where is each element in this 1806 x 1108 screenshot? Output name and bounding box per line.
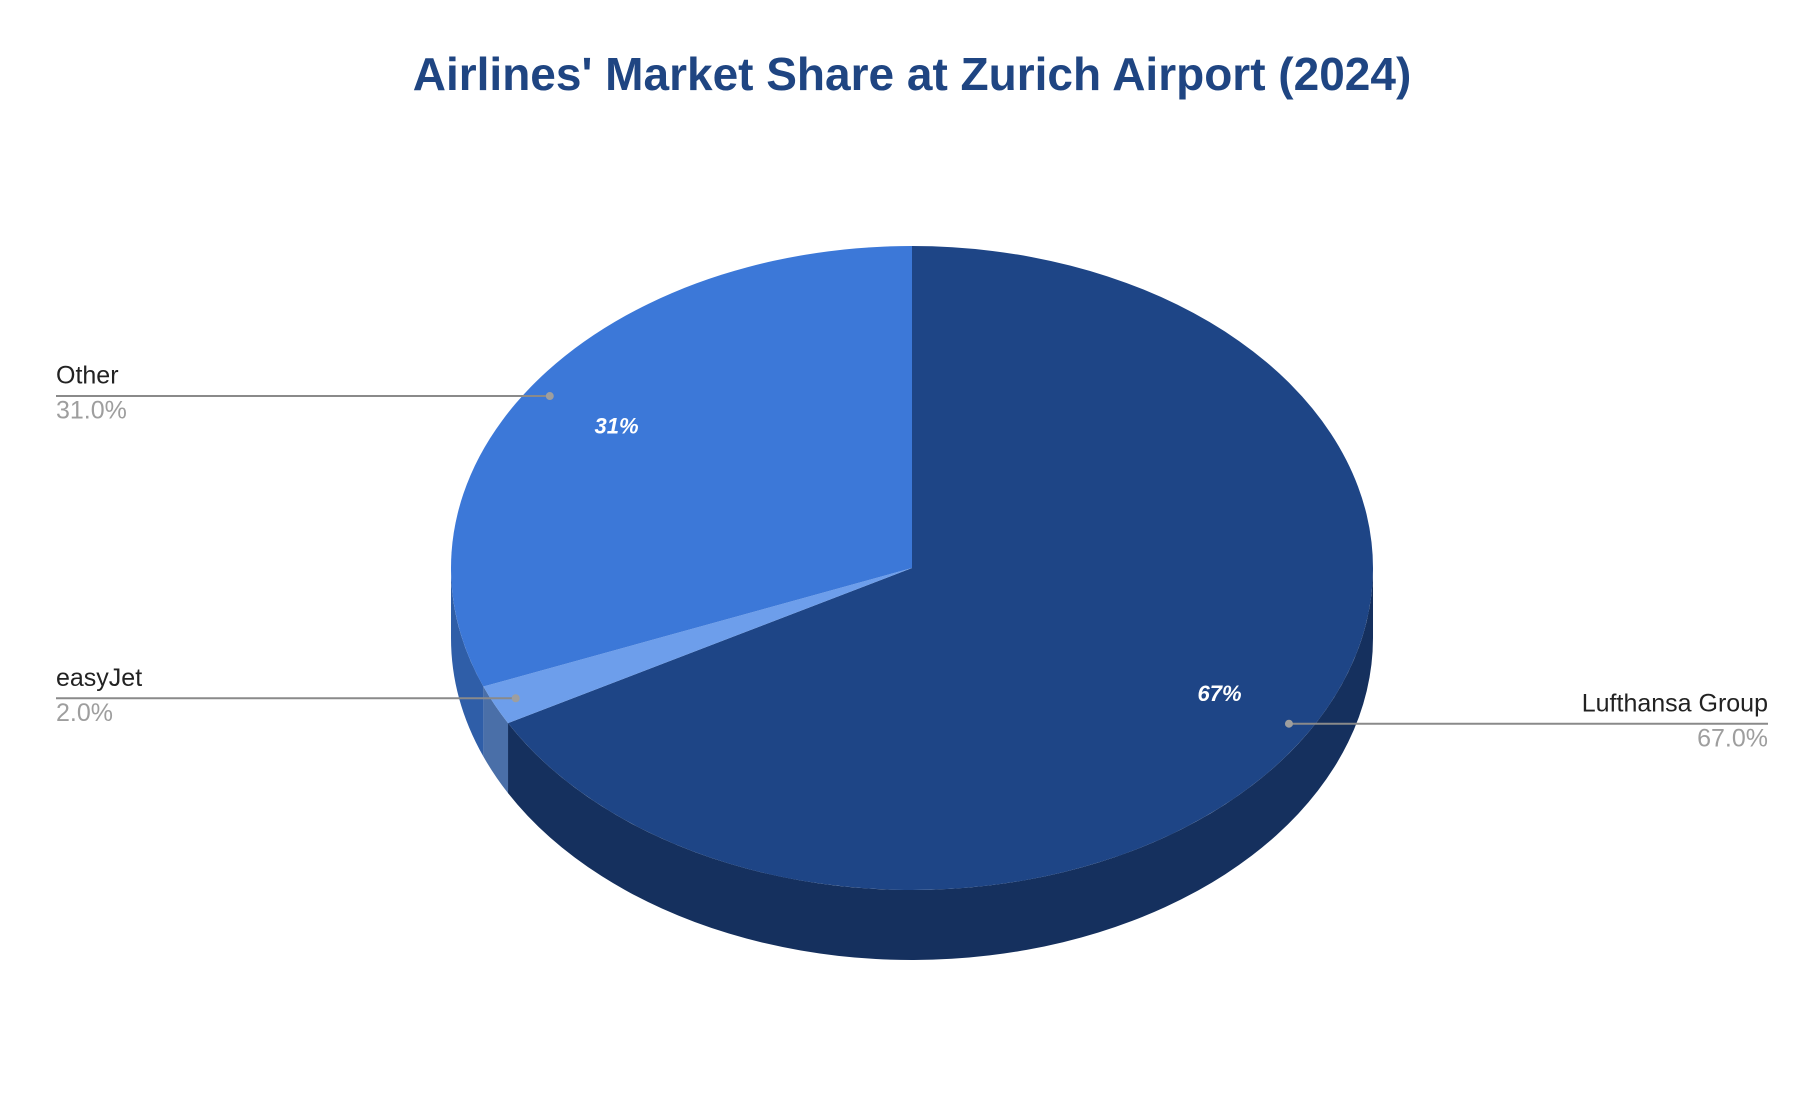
slice-side xyxy=(451,568,484,757)
category-label: Lufthansa Group xyxy=(1582,689,1768,717)
leader-dot xyxy=(511,694,520,703)
leader-dot xyxy=(1284,719,1293,728)
slice-label: 31% xyxy=(594,414,638,439)
category-label: easyJet xyxy=(56,664,142,692)
chart-title: Airlines' Market Share at Zurich Airport… xyxy=(413,48,1412,100)
slice-label: 67% xyxy=(1197,681,1241,706)
slice-side xyxy=(483,686,509,794)
leader-dot xyxy=(545,392,554,401)
slice xyxy=(508,246,1374,891)
value-label: 2.0% xyxy=(56,699,113,727)
value-label: 67.0% xyxy=(1697,724,1768,752)
value-label: 31.0% xyxy=(56,397,127,425)
slice-side xyxy=(508,568,1374,960)
slice xyxy=(483,568,912,724)
category-label: Other xyxy=(56,362,119,390)
slice xyxy=(451,246,912,687)
